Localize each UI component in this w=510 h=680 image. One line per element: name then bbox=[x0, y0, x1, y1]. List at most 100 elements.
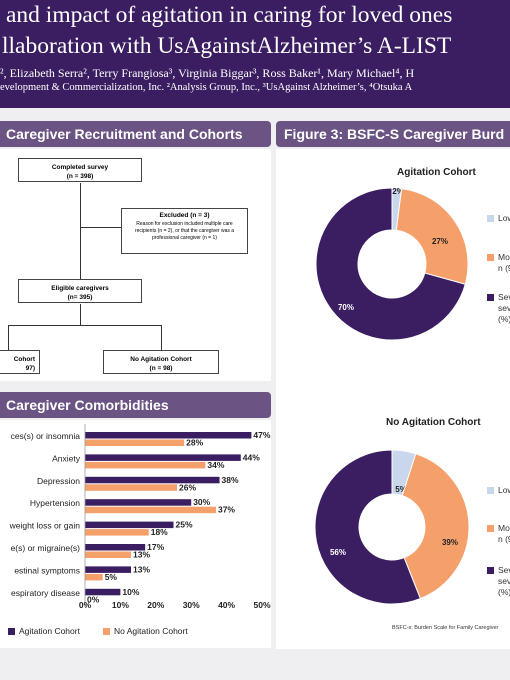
bar-agitation bbox=[85, 476, 220, 484]
bar-no-agitation bbox=[85, 551, 132, 558]
eligible-caregivers-box: Eligible caregivers (n= 395) bbox=[18, 279, 142, 303]
x-tick-label: 30% bbox=[183, 600, 200, 610]
agitation-cohort-box: Cohort 97) bbox=[0, 350, 40, 374]
slice-label: 2% bbox=[392, 187, 404, 196]
x-tick-label: 50% bbox=[253, 600, 270, 610]
donut1-legend-severe-label-2: sev bbox=[498, 303, 510, 313]
bar-no-agitation bbox=[85, 529, 149, 536]
completed-survey-label: Completed survey bbox=[51, 164, 109, 171]
flow-connector bbox=[80, 304, 81, 326]
bar-agitation bbox=[85, 544, 146, 551]
data-label: 5% bbox=[105, 572, 118, 582]
title-line-1: and impact of agitation in caring for lo… bbox=[6, 2, 453, 28]
donut2-legend-moderate-label-2: n (9 bbox=[498, 534, 510, 544]
data-label: 13% bbox=[133, 550, 150, 560]
category-label: estinal symptoms bbox=[14, 565, 80, 575]
agitation-cohort-n: 97) bbox=[25, 365, 35, 372]
data-label: 34% bbox=[207, 460, 224, 470]
recruitment-header: Caregiver Recruitment and Cohorts bbox=[0, 121, 271, 147]
flow-connector bbox=[161, 325, 162, 350]
category-label: weight loss or gain bbox=[9, 521, 81, 531]
donut-slice-moderate bbox=[401, 453, 470, 600]
title-line-2: llaboration with UsAgainstAlzheimer’s A-… bbox=[2, 33, 452, 59]
data-label: 28% bbox=[186, 438, 203, 448]
bar-no-agitation bbox=[85, 573, 103, 581]
bsfc-header: Figure 3: BSFC-S Caregiver Burd bbox=[276, 121, 510, 147]
donut-slice-severe bbox=[314, 449, 421, 605]
category-label: Depression bbox=[37, 476, 80, 486]
bar-no-agitation bbox=[85, 439, 185, 446]
legend-swatch-severe bbox=[487, 294, 494, 302]
completed-survey-n: (n = 398) bbox=[66, 173, 94, 180]
category-label: Hypertension bbox=[30, 498, 80, 508]
no-agitation-cohort-box: No Agitation Cohort (n = 98) bbox=[103, 350, 219, 374]
x-tick-label: 10% bbox=[112, 600, 129, 610]
donut-slice-moderate bbox=[395, 188, 469, 285]
slice-label: 5% bbox=[395, 485, 407, 494]
donut-title-agitation: Agitation Cohort bbox=[397, 167, 476, 178]
donut-title-no-agitation: No Agitation Cohort bbox=[386, 417, 481, 428]
x-tick-label: 0% bbox=[79, 600, 92, 610]
comorbidities-bar-chart: ces(s) or insomnia 47% 28% Anxiety 44% 34% Dep… bbox=[9, 424, 271, 610]
category-label: ces(s) or insomnia bbox=[11, 431, 81, 441]
donut1-legend-severe-label: Sev bbox=[498, 292, 510, 302]
flow-connector bbox=[80, 183, 81, 279]
data-label: 17% bbox=[147, 542, 164, 552]
donut-slice-severe bbox=[315, 187, 466, 341]
donut2-legend-moderate: Mon (9 bbox=[487, 523, 510, 545]
category-label: espiratory disease bbox=[11, 588, 80, 598]
flow-connector bbox=[8, 325, 162, 326]
donut1-legend-moderate: Mon (9 bbox=[487, 252, 510, 274]
donut2-legend-severe-label-2: sev bbox=[498, 576, 510, 586]
flow-connector bbox=[8, 325, 9, 350]
data-label: 47% bbox=[253, 430, 270, 440]
donut2-legend-severe: Sevsev(%) bbox=[487, 565, 510, 598]
legend-swatch-agitation bbox=[8, 628, 15, 636]
bar-agitation bbox=[85, 588, 121, 596]
comorbidities-header: Caregiver Comorbidities bbox=[0, 392, 271, 418]
slice-label: 27% bbox=[432, 237, 448, 246]
legend-swatch-moderate bbox=[487, 254, 494, 262]
bar-no-agitation bbox=[85, 461, 206, 469]
legend-no-agitation: No Agitation Cohort bbox=[103, 626, 188, 636]
donut2-legend-severe-label: Sev bbox=[498, 565, 510, 575]
legend-agitation: Agitation Cohort bbox=[8, 626, 80, 636]
excluded-box: Excluded (n = 3) Reason for exclusion in… bbox=[121, 208, 248, 254]
data-label: 25% bbox=[176, 520, 193, 530]
poster-banner: and impact of agitation in caring for lo… bbox=[0, 0, 510, 108]
bar-agitation bbox=[85, 566, 132, 573]
recruitment-panel bbox=[0, 149, 271, 381]
donut1-legend-low: Low bbox=[487, 213, 510, 224]
completed-survey-box: Completed survey (n = 398) bbox=[18, 158, 142, 182]
data-label: 0% bbox=[87, 594, 100, 604]
legend-swatch-low bbox=[487, 487, 494, 495]
donut2-legend-low-label: Low bbox=[498, 485, 510, 495]
donut1-legend-severe: Sevsev(%) bbox=[487, 292, 510, 325]
data-label: 10% bbox=[122, 587, 139, 597]
legend-no-agitation-label: No Agitation Cohort bbox=[114, 626, 188, 636]
bsfc-footnote: BSFC-s: Burden Scale for Family Caregive… bbox=[392, 625, 499, 631]
bar-agitation bbox=[85, 499, 192, 506]
slice-label: 39% bbox=[442, 538, 458, 547]
data-label: 38% bbox=[222, 475, 239, 485]
data-label: 44% bbox=[243, 452, 260, 462]
donut1-legend-low-label: Low bbox=[498, 213, 510, 223]
excluded-label: Excluded (n = 3) bbox=[159, 212, 210, 219]
data-label: 30% bbox=[193, 497, 210, 507]
bar-agitation bbox=[85, 454, 241, 461]
data-label: 18% bbox=[151, 527, 168, 537]
bar-agitation bbox=[85, 432, 252, 439]
donut1-legend-severe-label-3: (%) bbox=[498, 314, 510, 324]
no-agitation-cohort-n: (n = 98) bbox=[149, 365, 173, 372]
legend-agitation-label: Agitation Cohort bbox=[19, 626, 80, 636]
legend-swatch-no-agitation bbox=[103, 628, 110, 636]
data-label: 26% bbox=[179, 482, 196, 492]
x-tick-label: 20% bbox=[147, 600, 164, 610]
slice-label: 56% bbox=[330, 548, 346, 557]
legend-swatch-severe bbox=[487, 567, 494, 575]
donut-chart-agitation: 2% 27% 70% bbox=[315, 187, 469, 341]
data-label: 37% bbox=[218, 505, 235, 515]
legend-swatch-moderate bbox=[487, 525, 494, 533]
authors: ², Elizabeth Serra², Terry Frangiosa³, V… bbox=[0, 66, 415, 80]
bar-agitation bbox=[85, 521, 174, 529]
